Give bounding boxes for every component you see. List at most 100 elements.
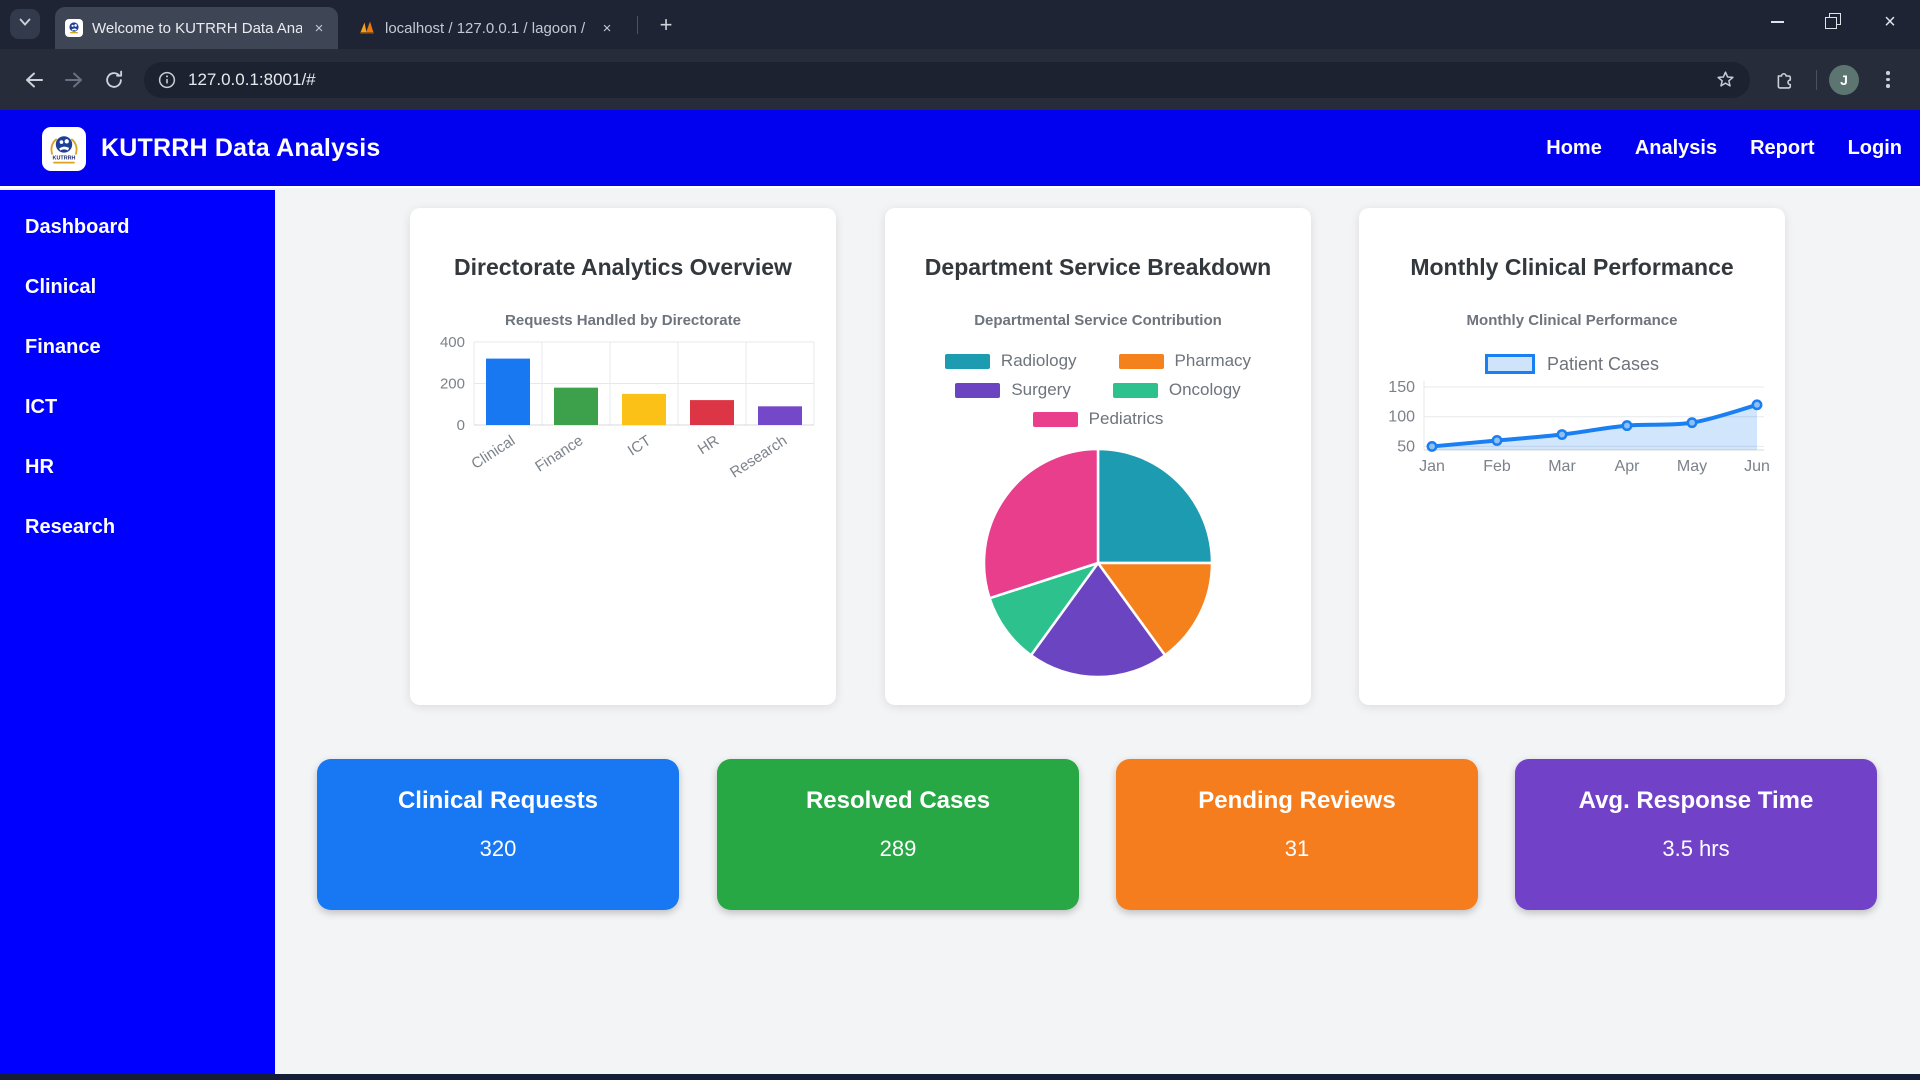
pie-chart <box>982 447 1214 679</box>
kutrrh-logo-icon: KUTRRH <box>42 127 86 171</box>
svg-text:200: 200 <box>440 376 465 393</box>
minimize-button[interactable] <box>1755 0 1799 44</box>
toolbar-divider <box>1816 69 1817 90</box>
url-text: 127.0.0.1:8001/# <box>188 69 316 89</box>
tab-title: localhost / 127.0.0.1 / lagoon / <box>385 19 586 37</box>
legend-item-surgery: Surgery <box>955 380 1071 400</box>
new-tab-button[interactable]: + <box>659 12 673 37</box>
legend-item-oncology: Oncology <box>1112 380 1241 400</box>
tab-kutrrh[interactable]: Welcome to KUTRRH Data Anal × <box>55 7 338 49</box>
svg-text:150: 150 <box>1388 379 1415 396</box>
menu-button[interactable] <box>1870 71 1906 88</box>
profile-avatar[interactable]: J <box>1829 64 1859 95</box>
sidebar-item-research[interactable]: Research <box>25 516 116 538</box>
line-chart: 50 100 150 Jan Feb Mar Apr May Jun <box>1388 379 1770 475</box>
svg-text:100: 100 <box>1388 409 1415 426</box>
address-bar[interactable]: 127.0.0.1:8001/# <box>144 61 1750 98</box>
svg-text:Finance: Finance <box>532 432 586 475</box>
kutrrh-favicon-icon <box>65 19 83 37</box>
chart-subtitle: Departmental Service Contribution <box>974 312 1222 329</box>
page-title: KUTRRH Data Analysis <box>101 133 381 162</box>
card-monthly-performance: Monthly Clinical Performance Monthly Cli… <box>1359 208 1785 705</box>
svg-text:Research: Research <box>727 432 790 481</box>
card-department-breakdown: Department Service Breakdown Departmenta… <box>885 208 1311 705</box>
site-info-icon[interactable] <box>158 71 176 89</box>
stat-value: 3.5 hrs <box>1662 836 1730 861</box>
toolbar-right: J <box>1764 60 1906 100</box>
tab-separator <box>637 16 638 34</box>
svg-text:Feb: Feb <box>1483 458 1511 475</box>
bookmark-star-icon[interactable] <box>1715 69 1736 90</box>
phpmyadmin-favicon-icon <box>358 19 376 37</box>
puzzle-icon <box>1777 72 1791 89</box>
legend-item-radiology: Radiology <box>944 351 1077 371</box>
pie-legend: Radiology Pharmacy Surgery Oncology <box>885 351 1311 429</box>
nav-login[interactable]: Login <box>1847 136 1902 159</box>
tab-close-icon[interactable]: × <box>602 19 612 37</box>
svg-text:Apr: Apr <box>1615 458 1641 475</box>
legend-swatch-icon <box>955 382 1001 398</box>
browser-toolbar: 127.0.0.1:8001/# J <box>0 49 1920 110</box>
legend-item-pediatrics: Pediatrics <box>1032 409 1163 429</box>
reload-button[interactable] <box>94 60 134 100</box>
forward-button[interactable] <box>54 60 94 100</box>
back-button[interactable] <box>14 60 54 100</box>
extensions-button[interactable] <box>1764 60 1804 100</box>
svg-text:HR: HR <box>695 432 723 458</box>
sidebar: Dashboard Clinical Finance ICT HR Resear… <box>0 190 275 1074</box>
tab-search-button[interactable] <box>10 9 40 39</box>
chart-subtitle: Requests Handled by Directorate <box>505 312 741 329</box>
card-title: Department Service Breakdown <box>924 254 1272 280</box>
stat-label: Avg. Response Time <box>1578 787 1814 814</box>
svg-text:Jan: Jan <box>1419 458 1445 475</box>
sidebar-item-finance[interactable]: Finance <box>25 336 101 358</box>
tab-phpmyadmin[interactable]: localhost / 127.0.0.1 / lagoon / × <box>348 7 626 49</box>
card-title: Directorate Analytics Overview <box>454 254 792 280</box>
svg-text:50: 50 <box>1397 438 1415 455</box>
stat-value: 320 <box>479 836 517 861</box>
stat-label: Clinical Requests <box>397 787 599 814</box>
chart-subtitle: Monthly Clinical Performance <box>1466 312 1678 329</box>
nav-analysis[interactable]: Analysis <box>1634 136 1718 159</box>
line-legend: Patient Cases <box>1359 353 1785 375</box>
legend-swatch-icon <box>1032 411 1078 427</box>
sidebar-item-dashboard[interactable]: Dashboard <box>25 216 130 238</box>
stat-label: Pending Reviews <box>1198 787 1396 814</box>
close-window-button[interactable]: × <box>1884 10 1896 33</box>
card-directorate-analytics: Directorate Analytics Overview Requests … <box>410 208 836 705</box>
legend-swatch-icon <box>944 353 990 369</box>
window-bottom-edge <box>0 1074 1920 1080</box>
restore-icon <box>1825 13 1841 29</box>
chevron-down-icon <box>18 15 32 34</box>
stat-value: 289 <box>879 836 917 861</box>
nav-report[interactable]: Report <box>1750 136 1815 159</box>
stat-card-avg-response-time: Avg. Response Time 3.5 hrs <box>1515 759 1877 910</box>
svg-text:Mar: Mar <box>1548 458 1576 475</box>
stat-value: 31 <box>1284 836 1310 861</box>
legend-item-pharmacy: Pharmacy <box>1118 351 1251 371</box>
spacer <box>1864 70 1865 90</box>
svg-text:ICT: ICT <box>625 432 655 459</box>
svg-text:400: 400 <box>440 334 465 351</box>
stat-card-resolved-cases: Resolved Cases 289 <box>717 759 1079 910</box>
back-arrow-icon <box>26 72 43 87</box>
minimize-icon <box>1770 21 1784 23</box>
kebab-dot <box>1886 77 1890 82</box>
restore-button[interactable] <box>1810 0 1854 44</box>
line-legend-swatch-icon <box>1484 354 1535 374</box>
kebab-dot <box>1886 84 1890 88</box>
svg-text:May: May <box>1677 458 1707 475</box>
reload-icon <box>106 70 123 88</box>
svg-text:0: 0 <box>457 417 465 434</box>
sidebar-item-clinical[interactable]: Clinical <box>25 276 97 298</box>
stat-card-pending-reviews: Pending Reviews 31 <box>1116 759 1478 910</box>
sidebar-item-hr[interactable]: HR <box>25 456 54 478</box>
main-nav: Home Analysis Report Login <box>1546 137 1902 160</box>
legend-swatch-icon <box>1118 353 1164 369</box>
tab-close-icon[interactable]: × <box>314 19 324 37</box>
tab-strip: Welcome to KUTRRH Data Anal × localhost … <box>0 0 1920 49</box>
nav-home[interactable]: Home <box>1546 136 1602 159</box>
sidebar-item-ict[interactable]: ICT <box>25 396 58 418</box>
svg-text:KUTRRH: KUTRRH <box>53 155 76 161</box>
